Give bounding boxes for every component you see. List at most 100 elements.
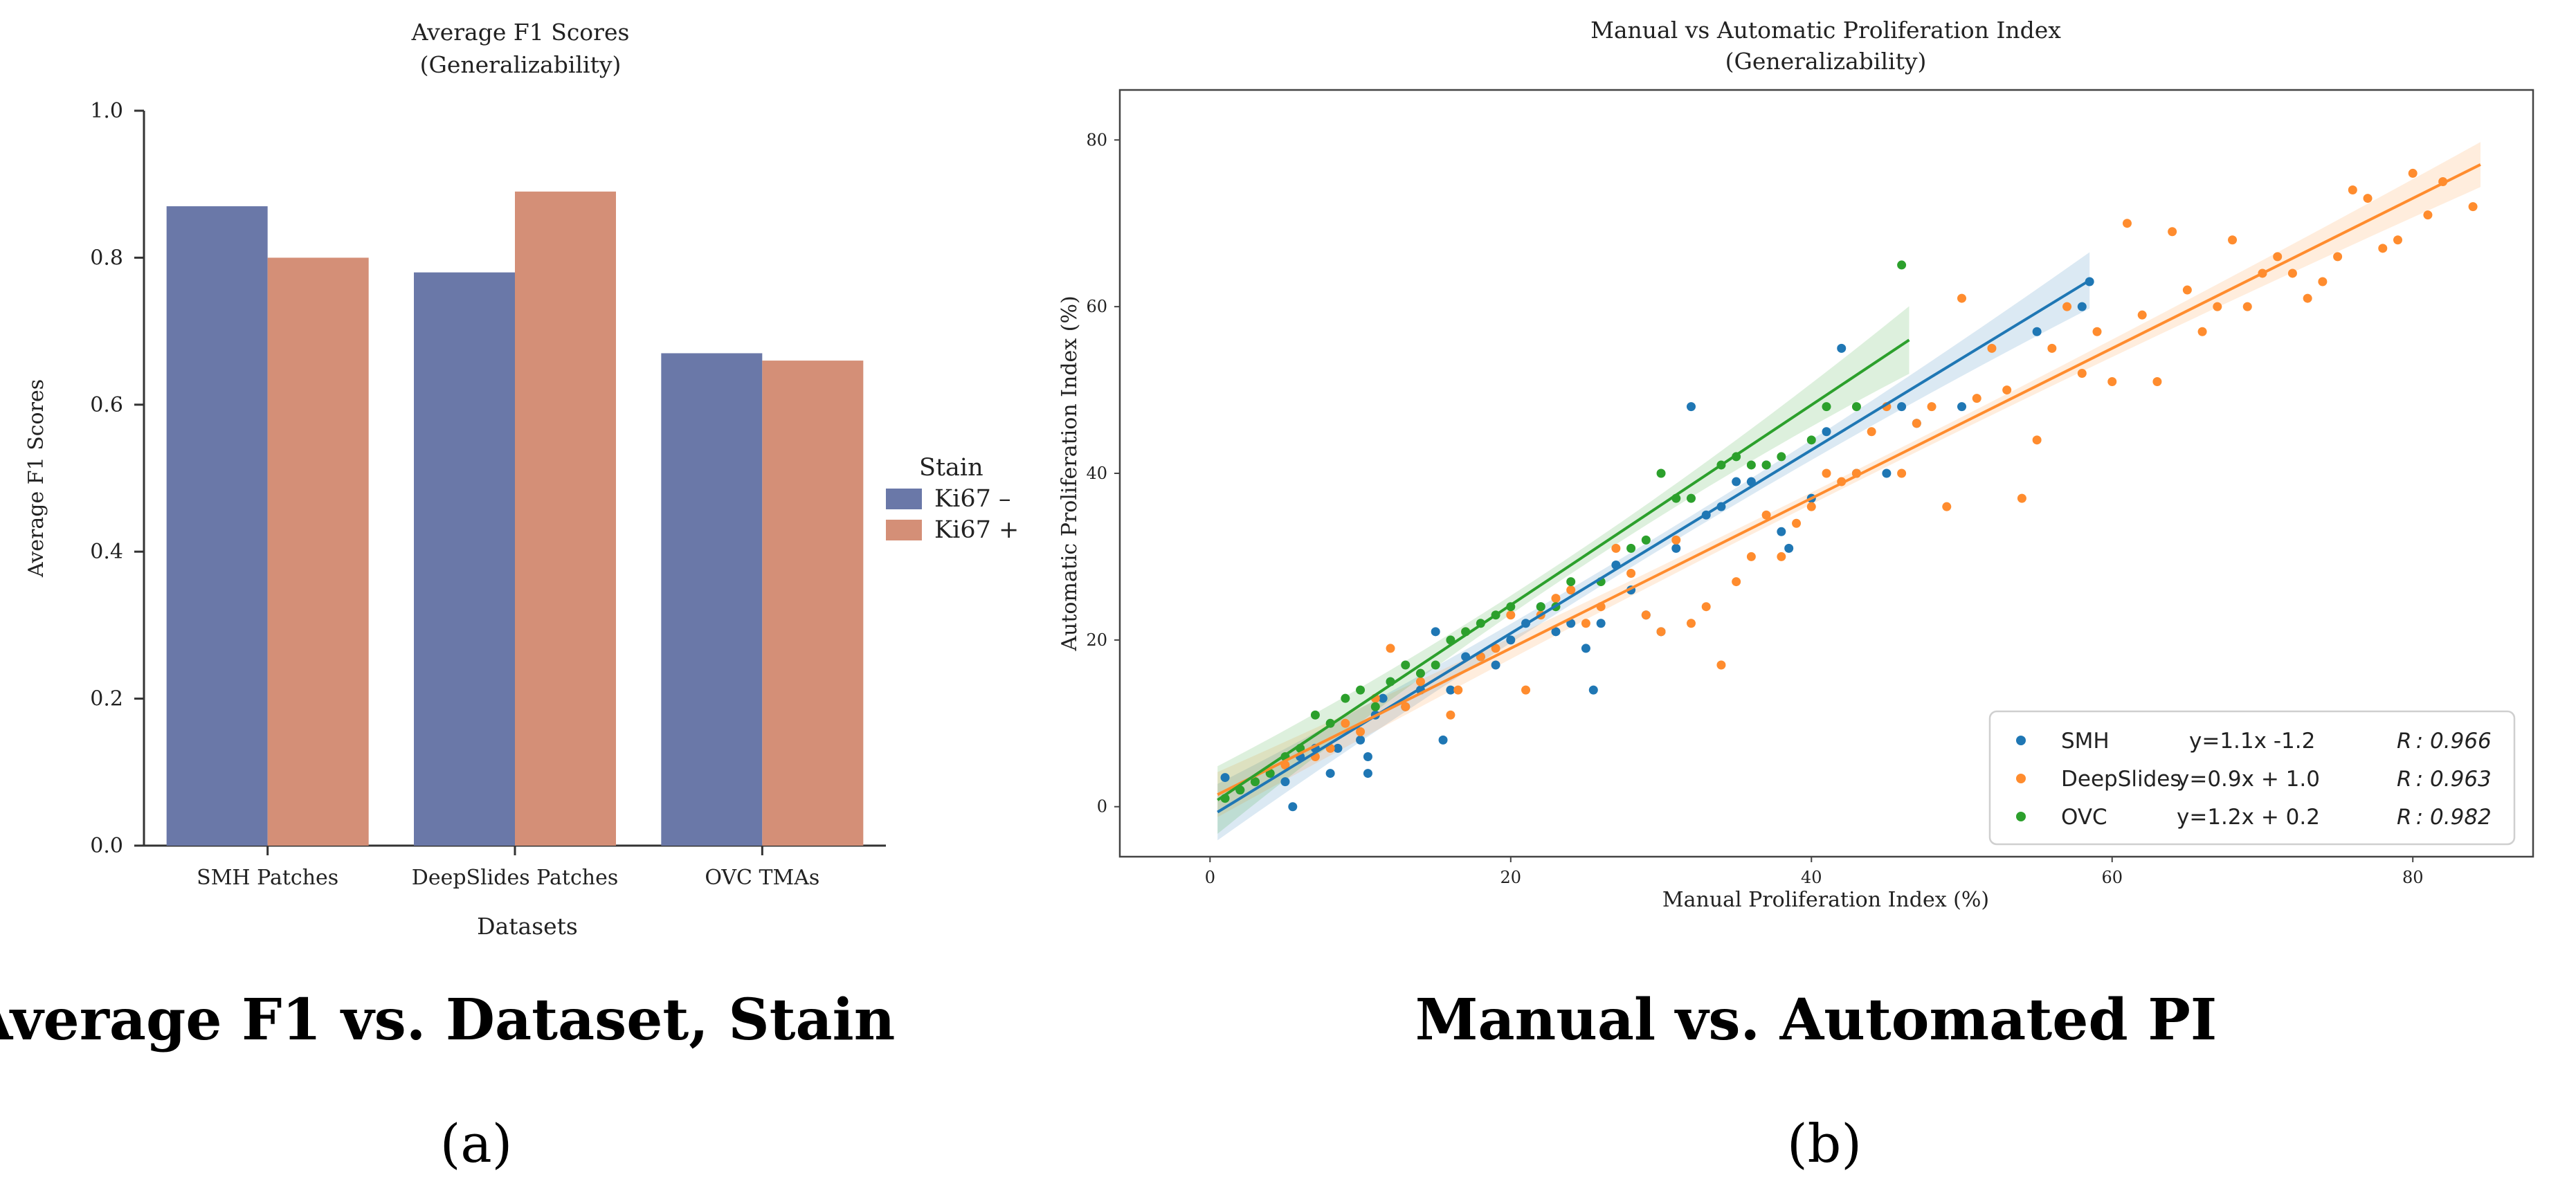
scatter-point-deepslides xyxy=(1822,468,1831,478)
scatter-point-deepslides xyxy=(2213,302,2222,311)
bar-ki67-neg xyxy=(166,206,268,846)
panel-label-b: (b) xyxy=(1787,1113,1862,1174)
legend-label-smh: SMH xyxy=(2061,729,2110,754)
scatter-point-deepslides xyxy=(1446,710,1455,720)
scatter-point-deepslides xyxy=(1957,293,1967,303)
scatter-point-deepslides xyxy=(1746,552,1756,561)
scatter-point-deepslides xyxy=(2047,343,2057,353)
scatter-y-axis-label: Automatic Proliferation Index (%) xyxy=(1058,295,1082,651)
scatter-point-deepslides xyxy=(1912,419,1921,428)
legend-label-ki67-pos: Ki67 + xyxy=(934,516,1019,544)
scatter-point-deepslides xyxy=(2152,377,2162,387)
bar-ki67-pos xyxy=(762,361,864,846)
legend-r-deepslides: R : 0.963 xyxy=(2397,767,2492,792)
scatter-y-tick-label: 20 xyxy=(1086,630,1107,650)
bar-y-tick-label: 0.0 xyxy=(90,834,123,858)
scatter-point-smh xyxy=(1356,735,1366,745)
scatter-point-smh xyxy=(1581,644,1590,653)
scatter-axis-ticks: 0 20 40 60 80 0 20 40 60 80 xyxy=(1086,130,2423,887)
scatter-point-ovc xyxy=(1761,460,1771,470)
scatter-point-deepslides xyxy=(2002,385,2012,395)
scatter-point-deepslides xyxy=(2287,268,2297,278)
scatter-point-smh xyxy=(1777,527,1786,536)
scatter-point-deepslides xyxy=(1732,577,1741,587)
scatter-point-smh xyxy=(1363,769,1372,778)
scatter-point-deepslides xyxy=(1656,627,1666,637)
scatter-point-deepslides xyxy=(2333,252,2343,262)
scatter-point-deepslides xyxy=(2197,327,2207,336)
scatter-point-ovc xyxy=(1777,452,1786,462)
scatter-point-smh xyxy=(1588,685,1598,695)
scatter-point-deepslides xyxy=(1897,468,1907,478)
scatter-x-tick-label: 80 xyxy=(2402,868,2424,887)
bar-ki67-neg xyxy=(661,353,763,846)
scatter-point-ovc xyxy=(1341,693,1350,703)
scatter-point-deepslides xyxy=(1453,685,1463,695)
scatter-point-smh xyxy=(1822,427,1831,437)
scatter-point-deepslides xyxy=(1386,644,1395,653)
legend-equation-deepslides: y=0.9x + 1.0 xyxy=(2177,767,2320,792)
bar-y-tick-label: 0.4 xyxy=(90,540,123,564)
scatter-point-smh xyxy=(1897,402,1907,412)
scatter-x-axis-label: Manual Proliferation Index (%) xyxy=(1662,888,1989,912)
scatter-point-deepslides xyxy=(2273,252,2283,262)
legend-marker-ovc xyxy=(2016,812,2026,821)
scatter-point-deepslides xyxy=(1581,619,1590,628)
scatter-chart-title: Manual vs Automatic Proliferation Index xyxy=(1590,17,2061,44)
scatter-point-deepslides xyxy=(1942,502,1952,511)
scatter-point-deepslides xyxy=(2092,327,2102,336)
scatter-point-ovc xyxy=(1401,660,1411,670)
scatter-point-deepslides xyxy=(2228,235,2238,245)
bar-y-axis-label: Average F1 Scores xyxy=(24,379,48,578)
scatter-point-ovc xyxy=(1415,668,1425,678)
scatter-point-smh xyxy=(1333,743,1343,753)
scatter-point-ovc xyxy=(1851,402,1861,412)
bar-y-tick-label: 0.6 xyxy=(90,393,123,417)
scatter-y-tick-label: 60 xyxy=(1086,297,1107,316)
scatter-point-deepslides xyxy=(1671,535,1681,545)
scatter-point-ovc xyxy=(1626,543,1636,553)
scatter-point-deepslides xyxy=(1867,427,1876,437)
scatter-point-smh xyxy=(1288,802,1298,812)
scatter-point-deepslides xyxy=(2182,285,2192,295)
bar-x-ticks: SMH Patches DeepSlides Patches OVC TMAs xyxy=(197,846,819,890)
scatter-point-deepslides xyxy=(1401,702,1411,711)
scatter-point-deepslides xyxy=(2378,244,2388,253)
scatter-point-smh xyxy=(1566,619,1576,628)
scatter-point-deepslides xyxy=(1626,569,1636,579)
scatter-point-deepslides xyxy=(2242,302,2252,311)
scatter-chart-caption: Manual vs. Automated PI xyxy=(1415,987,2217,1053)
scatter-point-deepslides xyxy=(1972,394,1981,403)
scatter-point-smh xyxy=(1491,660,1500,670)
scatter-y-tick-label: 40 xyxy=(1086,464,1107,483)
scatter-point-smh xyxy=(1686,402,1696,412)
scatter-point-deepslides xyxy=(2062,302,2072,311)
bar-ki67-pos xyxy=(515,191,616,846)
bar-chart-subtitle: (Generalizability) xyxy=(420,51,622,78)
bar-x-axis-label: Datasets xyxy=(477,913,578,940)
scatter-point-ovc xyxy=(1251,777,1260,787)
scatter-y-tick-label: 80 xyxy=(1086,130,1107,149)
scatter-point-smh xyxy=(1363,752,1372,761)
scatter-point-ovc xyxy=(1431,660,1440,670)
scatter-point-deepslides xyxy=(1356,727,1366,736)
scatter-point-smh xyxy=(1378,693,1388,703)
scatter-point-smh xyxy=(1325,769,1335,778)
scatter-chart-panel: Manual vs Automatic Proliferation Index … xyxy=(1058,17,2534,1174)
scatter-point-ovc xyxy=(1641,535,1651,545)
scatter-point-smh xyxy=(2032,327,2042,336)
scatter-point-smh xyxy=(1506,635,1516,645)
scatter-point-deepslides xyxy=(2017,493,2026,503)
scatter-y-tick-label: 0 xyxy=(1097,797,1107,817)
legend-label-ki67-neg: Ki67 – xyxy=(934,485,1011,513)
scatter-point-ovc xyxy=(1822,402,1831,412)
scatter-x-tick-label: 40 xyxy=(1801,868,1822,887)
scatter-point-deepslides xyxy=(2077,368,2087,378)
legend-equation-ovc: y=1.2x + 0.2 xyxy=(2177,805,2320,830)
bar-series xyxy=(166,191,864,846)
legend-label-deepslides: DeepSlides xyxy=(2061,767,2182,792)
scatter-point-smh xyxy=(1596,619,1606,628)
scatter-point-deepslides xyxy=(1686,619,1696,628)
scatter-point-smh xyxy=(1732,477,1741,486)
scatter-point-smh xyxy=(1957,402,1967,412)
